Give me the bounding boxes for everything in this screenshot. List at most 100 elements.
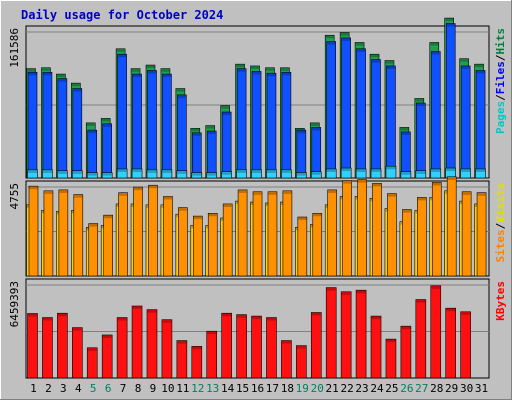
bar-cap <box>268 192 277 195</box>
x-tick-label: 6 <box>105 382 112 395</box>
bar-pages <box>325 168 337 179</box>
y-max-label: 161586 <box>8 28 21 68</box>
bar-files <box>87 129 98 179</box>
x-tick-label: 23 <box>355 382 368 395</box>
bar-cap <box>296 173 306 176</box>
bar-pages <box>236 169 247 179</box>
bar-cap <box>177 171 187 174</box>
bar-cap <box>372 60 381 63</box>
bar-cap <box>192 133 201 136</box>
bar-kbytes <box>415 299 427 379</box>
bar-cap <box>223 204 232 207</box>
bar-sites <box>476 192 487 277</box>
x-tick-label: 2 <box>45 382 52 395</box>
bar-pages <box>251 169 262 179</box>
x-tick-label: 24 <box>370 382 384 395</box>
chart-title: Daily usage for October 2024 <box>21 8 223 22</box>
bar-cap <box>192 346 202 350</box>
bar-pages <box>266 169 277 179</box>
y-max-label: 6459393 <box>8 281 21 327</box>
bar-cap <box>132 169 142 172</box>
x-tick-label: 10 <box>161 382 174 395</box>
bar-cap <box>147 170 157 173</box>
bar-kbytes <box>57 312 68 379</box>
bar-cap <box>88 130 97 134</box>
legend-entry: / <box>494 94 507 101</box>
bar-files <box>42 71 53 179</box>
bar-cap <box>56 74 65 78</box>
bar-cap <box>71 83 80 87</box>
x-tick-label: 30 <box>460 382 473 395</box>
bar-cap <box>252 170 262 173</box>
bar-cap <box>445 18 454 22</box>
bar-cap <box>267 73 276 77</box>
bar-sites <box>402 209 412 277</box>
bar-kbytes <box>445 307 456 379</box>
bar-cap <box>117 169 127 172</box>
bar-pages <box>385 165 397 179</box>
bar-cap <box>148 185 157 189</box>
bar-files <box>266 72 277 179</box>
bar-kbytes <box>325 287 337 379</box>
bar-files <box>57 78 68 179</box>
bar-cap <box>118 54 127 58</box>
bar-pages <box>131 168 143 179</box>
x-tick-label: 15 <box>236 382 249 395</box>
bar-files <box>311 127 322 179</box>
bar-cap <box>401 132 410 135</box>
bar-cap <box>27 69 35 72</box>
bar-cap <box>237 170 247 173</box>
bar-kbytes <box>400 325 412 379</box>
bar-cap <box>460 59 469 62</box>
x-tick-label: 27 <box>415 382 428 395</box>
x-tick-label: 14 <box>221 382 235 395</box>
bar-files <box>251 71 262 179</box>
bar-cap <box>207 131 216 135</box>
bar-files <box>356 48 366 179</box>
x-tick-label: 20 <box>311 382 324 395</box>
bar-files <box>326 41 337 179</box>
bar-cap <box>325 35 334 39</box>
bar-cap <box>133 74 142 78</box>
bar-cap <box>191 128 200 132</box>
x-tick-label: 17 <box>266 382 279 395</box>
bar-cap <box>87 348 97 351</box>
bar-cap <box>222 172 232 175</box>
bar-kbytes <box>161 319 173 379</box>
bar-kbytes <box>430 285 442 379</box>
bar-pages <box>430 168 442 179</box>
bar-cap <box>298 217 307 221</box>
x-axis-labels: 1 2 3 4 5 6 7 8 9 10 11 12 13 14 15 16 17 18 19 20 21 22 23 24 2… <box>30 382 488 395</box>
panel-legend: Sites/Visits <box>494 183 507 263</box>
bar-pages <box>460 168 471 179</box>
bar-cap <box>311 312 321 316</box>
bar-cap <box>461 66 470 69</box>
bar-cap <box>355 42 364 46</box>
bar-kbytes <box>86 347 98 379</box>
bar-sites <box>252 191 263 277</box>
bar-cap <box>402 210 411 213</box>
bar-kbytes <box>191 346 203 379</box>
bar-kbytes <box>42 317 53 379</box>
bar-pages <box>355 168 367 179</box>
bar-cap <box>207 331 217 335</box>
bar-pages <box>221 171 232 179</box>
bar-cap <box>476 169 486 172</box>
bar-sites <box>297 216 308 277</box>
bar-cap <box>430 42 439 46</box>
bar-cap <box>431 169 441 172</box>
legend-entry: KBytes <box>494 281 507 321</box>
bar-files <box>117 53 127 179</box>
bar-cap <box>177 341 187 344</box>
bar-cap <box>57 171 67 174</box>
bar-cap <box>281 170 291 173</box>
bar-pages <box>57 170 68 179</box>
bar-pages <box>370 168 382 179</box>
legend-entry: Sites <box>494 229 507 262</box>
bar-sites <box>431 182 442 277</box>
bar-pages <box>72 170 83 179</box>
bar-cap <box>221 106 230 109</box>
bar-cap <box>357 49 366 52</box>
bar-files <box>371 59 381 179</box>
